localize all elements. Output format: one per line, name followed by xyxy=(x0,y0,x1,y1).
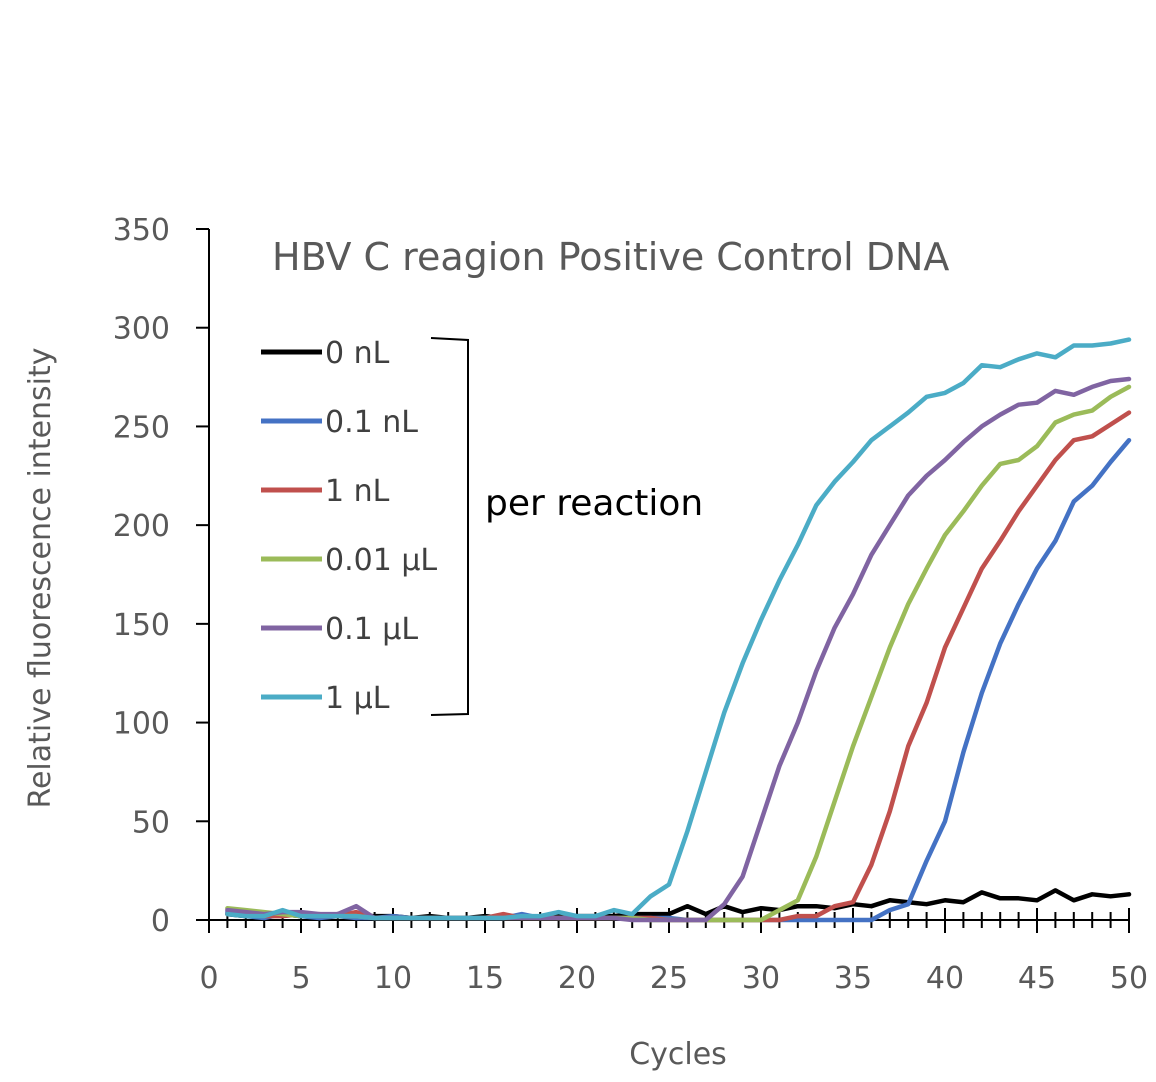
series-line-0.1-μL xyxy=(225,376,1132,923)
x-axis-ticks: 0 5 10 15 20 25 30 35 40 45 50 xyxy=(199,908,1148,996)
x-tick-label: 25 xyxy=(650,961,688,996)
x-tick-label: 50 xyxy=(1110,961,1148,996)
series-line-1-μL xyxy=(225,337,1132,921)
x-tick-label: 15 xyxy=(466,961,504,996)
y-axis: 0 50 100 150 200 250 300 350 xyxy=(113,213,210,939)
x-axis-title: Cycles xyxy=(629,1037,727,1072)
per-reaction-annotation: per reaction xyxy=(485,483,703,524)
x-tick-label: 5 xyxy=(291,961,310,996)
y-tick-label: 100 xyxy=(113,707,170,742)
y-tick-label: 50 xyxy=(132,805,170,840)
legend-label: 1 nL xyxy=(325,474,390,509)
x-tick-label: 0 xyxy=(199,961,218,996)
x-tick-label: 35 xyxy=(834,961,872,996)
chart-title: HBV C reagion Positive Control DNA xyxy=(272,235,949,279)
series-lines xyxy=(225,337,1132,923)
y-tick-label: 250 xyxy=(113,410,170,445)
legend-label: 0 nL xyxy=(325,336,390,371)
y-tick-label: 150 xyxy=(113,608,170,643)
y-tick-label: 350 xyxy=(113,213,170,248)
legend: 0 nL 0.1 nL 1 nL 0.01 μL 0.1 μL 1 μL xyxy=(261,336,437,716)
x-tick-label: 40 xyxy=(926,961,964,996)
legend-bracket xyxy=(430,337,469,716)
legend-label: 0.01 μL xyxy=(325,543,437,578)
legend-label: 0.1 nL xyxy=(325,405,418,440)
y-tick-label: 300 xyxy=(113,312,170,347)
y-axis-ticks: 0 50 100 150 200 250 300 350 xyxy=(113,213,209,939)
legend-label: 1 μL xyxy=(325,681,390,716)
legend-label: 0.1 μL xyxy=(325,612,418,647)
series-line-0.01-μL xyxy=(225,384,1132,923)
y-tick-label: 0 xyxy=(151,904,170,939)
y-tick-label: 200 xyxy=(113,509,170,544)
y-axis-title: Relative fluorescence intensity xyxy=(23,347,58,808)
x-tick-label: 20 xyxy=(558,961,596,996)
x-tick-label: 30 xyxy=(742,961,780,996)
x-axis: 0 5 10 15 20 25 30 35 40 45 50 xyxy=(199,908,1148,996)
x-tick-label: 10 xyxy=(374,961,412,996)
x-tick-label: 45 xyxy=(1018,961,1056,996)
